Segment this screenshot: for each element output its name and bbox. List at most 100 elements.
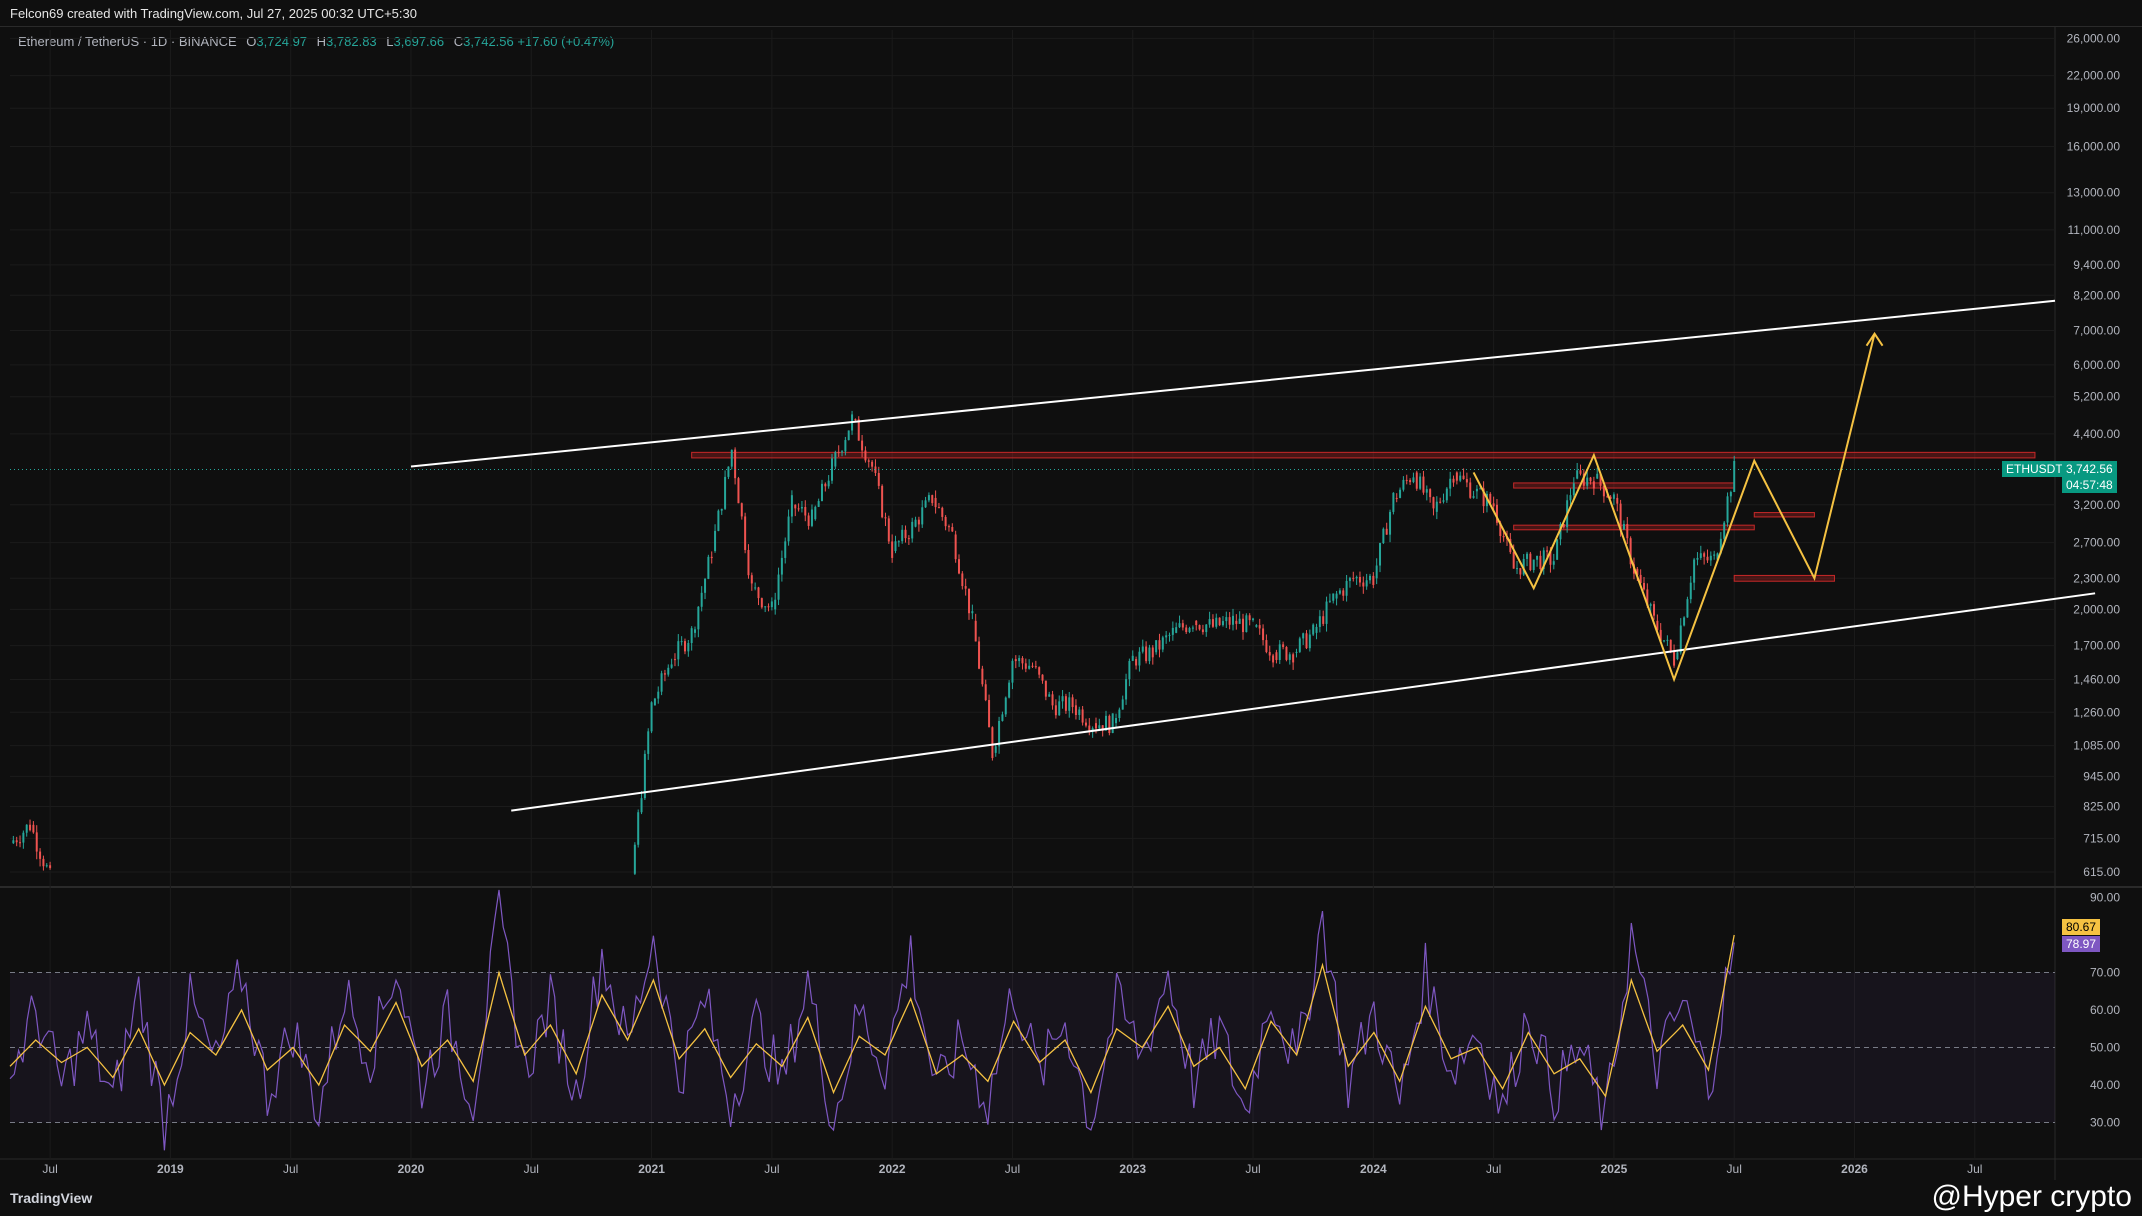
candle-body <box>887 518 890 542</box>
candle-body <box>19 842 22 844</box>
candle-body <box>707 556 710 579</box>
candle-body <box>998 720 1001 747</box>
candle-body <box>1616 497 1619 504</box>
candle-body <box>1091 728 1094 731</box>
candle-body <box>1696 557 1699 560</box>
candle-body <box>1312 624 1315 635</box>
candle-body <box>1208 619 1211 625</box>
candle-body <box>677 641 680 660</box>
candle-body <box>1699 553 1702 558</box>
price-axis: 26,000.00 22,000.00 19,000.00 16,000.00 13,0… <box>2067 31 2121 879</box>
candle-body <box>1288 654 1291 660</box>
time-tick-label: Jul <box>1005 1162 1020 1176</box>
candle-body <box>1198 625 1201 630</box>
candle-body <box>1462 475 1465 480</box>
candle-body <box>714 530 717 552</box>
time-tick-label: 2024 <box>1360 1162 1387 1176</box>
candle-body <box>1556 539 1559 560</box>
candle-body <box>891 541 894 558</box>
top-bar: Felcon69 created with TradingView.com, J… <box>0 0 2142 27</box>
candle-body <box>1084 722 1087 726</box>
candle-body <box>1679 625 1682 653</box>
candle-body <box>1686 599 1689 618</box>
candle-body <box>907 538 910 540</box>
candle-body <box>667 667 670 675</box>
countdown-tag: 04:57:48 <box>2062 477 2117 494</box>
candle-body <box>774 599 777 610</box>
projection-arrowhead <box>1865 331 1884 347</box>
candle-body <box>1298 638 1301 652</box>
tradingview-logo[interactable]: TradingView <box>10 1190 93 1206</box>
candle-body <box>1318 616 1321 627</box>
rsi-tick-label: 30.00 <box>2090 1116 2120 1130</box>
candle-body <box>1723 522 1726 539</box>
candle-body <box>800 507 803 509</box>
candle-body <box>984 684 987 701</box>
candle-body <box>1248 615 1251 621</box>
change-value: +17.60 (+0.47%) <box>517 34 615 49</box>
lower-channel-line <box>511 592 2096 812</box>
symbol-name[interactable]: Ethereum / TetherUS · 1D · BINANCE <box>18 34 237 49</box>
candle-body <box>670 664 673 668</box>
candle-body <box>1018 658 1021 662</box>
candle-body <box>1081 709 1084 723</box>
candle-body <box>710 556 713 559</box>
candle-body <box>1128 660 1131 680</box>
candle-body <box>1392 492 1395 512</box>
candle-body <box>1282 644 1285 648</box>
candle-body <box>1622 523 1625 530</box>
candle-body <box>1308 634 1311 649</box>
candle-body <box>663 673 666 675</box>
candle-body <box>1489 493 1492 504</box>
candle-body <box>1292 654 1295 663</box>
candle-body <box>1195 620 1198 626</box>
candle-body <box>954 534 957 560</box>
candle-body <box>1348 577 1351 581</box>
price-tick-label: 13,000.00 <box>2067 186 2121 200</box>
candle-body <box>1302 633 1305 639</box>
candle-body <box>947 526 950 528</box>
candle-body <box>988 700 991 728</box>
candle-body <box>897 541 900 543</box>
candle-body <box>934 497 937 508</box>
candle-body <box>1231 615 1234 625</box>
time-tick-label: Jul <box>1727 1162 1742 1176</box>
candle-body <box>1078 709 1081 716</box>
candle-body <box>1272 655 1275 663</box>
candle-body <box>831 458 834 481</box>
candle-body <box>1031 665 1034 667</box>
candle-body <box>864 450 867 461</box>
candle-body <box>1258 625 1261 629</box>
candle-body <box>837 452 840 454</box>
candle-body <box>1262 628 1265 641</box>
candle-body <box>1211 619 1214 627</box>
candle-body <box>881 485 884 518</box>
created-by-text: Felcon69 created with TradingView.com, J… <box>10 6 417 21</box>
candle-body <box>734 449 737 479</box>
candle-body <box>814 506 817 520</box>
candle-body <box>1068 697 1071 711</box>
candle-body <box>1342 590 1345 596</box>
candle-body <box>1636 568 1639 575</box>
candle-body <box>1539 555 1542 570</box>
candle-body <box>1445 488 1448 501</box>
time-tick-label: 2023 <box>1119 1162 1146 1176</box>
candle-body <box>1666 639 1669 641</box>
candle-body <box>1429 489 1432 498</box>
candle-body <box>687 643 690 652</box>
candle-body <box>737 478 740 504</box>
candle-body <box>847 430 850 441</box>
candle-body <box>1161 637 1164 650</box>
candle-body <box>1536 555 1539 560</box>
candle-body <box>1365 580 1368 587</box>
price-series <box>10 410 2055 875</box>
candle-body <box>1188 628 1191 633</box>
candle-body <box>744 516 747 550</box>
candle-body <box>1582 473 1585 486</box>
candle-body <box>1358 576 1361 583</box>
footer: TradingView @Hyper crypto <box>0 1180 2142 1216</box>
candle-body <box>683 641 686 652</box>
candle-body <box>637 812 640 845</box>
resistance-zones <box>691 451 2036 582</box>
